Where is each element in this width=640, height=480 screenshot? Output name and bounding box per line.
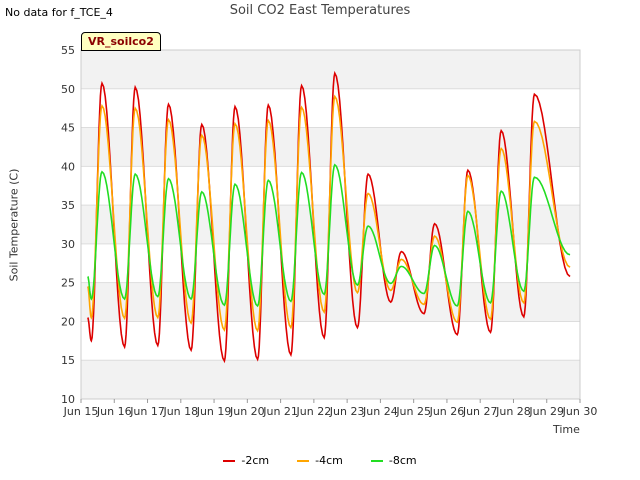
y-axis-ticks: 10 15 20 25 30 35 40 45 50 55 xyxy=(61,44,75,406)
x-tick-label: Jun 18 xyxy=(162,405,198,418)
y-tick-label: 50 xyxy=(61,83,75,96)
x-tick-label: Jun 19 xyxy=(196,405,232,418)
no-data-note: No data for f_TCE_4 xyxy=(5,6,113,19)
background-band xyxy=(81,50,580,89)
legend-swatch-4cm xyxy=(297,459,310,462)
series-lines xyxy=(86,70,571,364)
x-tick-label: Jun 20 xyxy=(229,405,265,418)
background-band xyxy=(81,282,580,322)
x-tick-label: Jun 26 xyxy=(429,405,465,418)
x-axis-label: Time xyxy=(553,423,580,436)
x-tick-label: Jun 22 xyxy=(296,405,332,418)
legend-swatch-8cm xyxy=(370,459,383,462)
background-band xyxy=(81,88,580,128)
legend-item-2cm: -2cm xyxy=(223,454,269,467)
x-tick-label: Jun 24 xyxy=(362,405,398,418)
legend-swatch-2cm xyxy=(223,459,236,462)
y-tick-label: 45 xyxy=(61,122,75,135)
legend-label-8cm: -8cm xyxy=(388,454,417,467)
y-tick-label: 25 xyxy=(61,277,75,290)
x-tick-label: Jun 25 xyxy=(395,405,431,418)
y-tick-label: 20 xyxy=(61,315,75,328)
legend-label-2cm: -2cm xyxy=(241,454,270,467)
x-tick-label: Jun 30 xyxy=(562,405,598,418)
legend-label-4cm: -4cm xyxy=(315,454,343,467)
chart-legend: -2cm -4cm -8cm xyxy=(0,454,640,467)
plot-frame xyxy=(80,49,581,400)
series-line-minus-8cm xyxy=(87,163,571,308)
y-tick-label: 15 xyxy=(61,354,75,367)
x-tick-label: Jun 16 xyxy=(96,405,132,418)
x-tick-label: Jun 15 xyxy=(63,405,99,418)
series-line-minus-4cm xyxy=(86,94,571,333)
y-tick-label: 40 xyxy=(61,160,75,173)
chart-title: Soil CO2 East Temperatures xyxy=(229,3,411,18)
y-axis-label: Soil Temperature (C) xyxy=(7,168,21,282)
background-band xyxy=(81,243,580,283)
dataset-tag: VR_soilco2 xyxy=(81,32,161,51)
legend-item-8cm: -8cm xyxy=(370,454,417,467)
x-tick-label: Jun 21 xyxy=(262,405,298,418)
x-tick-label: Jun 27 xyxy=(462,405,498,418)
x-tick-label: Jun 23 xyxy=(329,405,365,418)
y-tick-label: 35 xyxy=(61,199,75,212)
y-tick-label: 10 xyxy=(61,393,75,406)
background-band xyxy=(81,360,580,399)
y-tick-label: 30 xyxy=(61,238,75,251)
x-tick-label: Jun 17 xyxy=(129,405,165,418)
y-tick-label: 55 xyxy=(61,44,75,57)
background-band xyxy=(81,321,580,361)
x-tick-label: Jun 28 xyxy=(495,405,531,418)
x-tick-label: Jun 29 xyxy=(528,405,564,418)
legend-item-4cm: -4cm xyxy=(297,454,343,467)
